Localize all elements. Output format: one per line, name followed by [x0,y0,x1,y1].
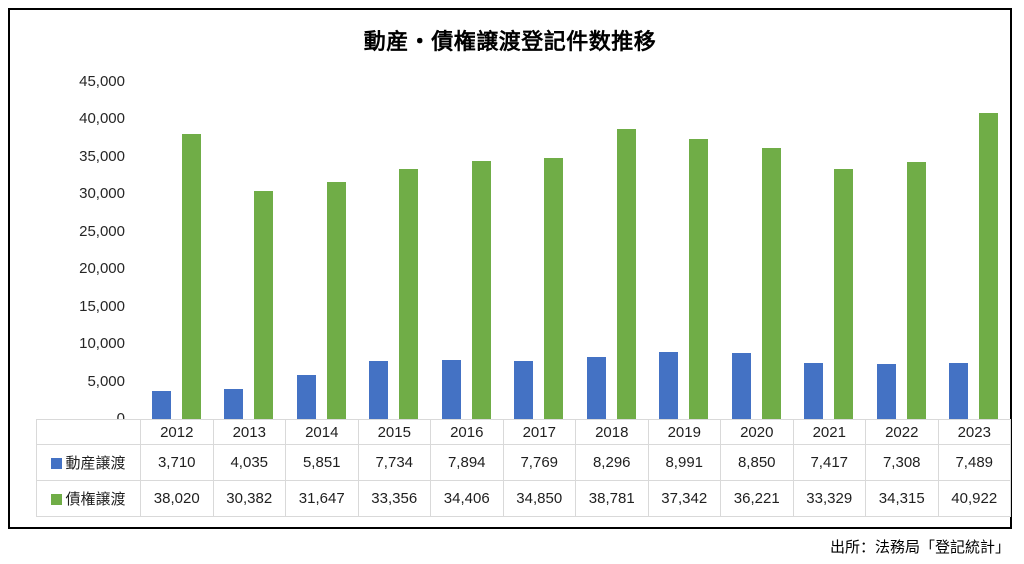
cell-債権譲渡-2019: 37,342 [647,480,721,517]
bar-動産譲渡-2023 [949,362,969,419]
table-row-債権譲渡: 債権譲渡 38,020 30,382 31,647 33,356 34,406 34,850… [36,480,1011,517]
cell-動産譲渡-2022: 7,308 [865,444,939,481]
bar-動産譲渡-2017 [514,360,534,419]
bar-債権譲渡-2019 [689,139,709,419]
row-label-債権譲渡: 債権譲渡 [36,480,141,517]
chart-container: 動産・債権譲渡登記件数推移 45,000 40,000 35,000 30,000 25… [8,8,1012,529]
chart-title: 動産・債権譲渡登記件数推移 [363,29,657,54]
cell-動産譲渡-2014: 5,851 [285,444,359,481]
cell-動産譲渡-2023: 7,489 [937,444,1011,481]
bar-動産譲渡-2013 [224,388,244,419]
data-table: 2012 2013 2014 2015 2016 2017 2018 2019 2020 2021… [36,419,1011,517]
bar-動産譲渡-2019 [659,351,679,419]
year-header-2015: 2015 [357,419,431,445]
y-axis: 45,000 40,000 35,000 30,000 25,000 20,000 15,0… [10,10,125,527]
bar-債権譲渡-2014 [326,182,346,419]
bar-group-2021 [793,82,866,419]
cell-債権譲渡-2012: 38,020 [140,480,214,517]
year-header-2023: 2023 [937,419,1011,445]
cell-動産譲渡-2013: 4,035 [212,444,286,481]
cell-動産譲渡-2021: 7,417 [792,444,866,481]
year-header-2016: 2016 [430,419,504,445]
bar-動産譲渡-2022 [876,364,896,419]
cell-債権譲渡-2020: 36,221 [720,480,794,517]
cell-債権譲渡-2022: 34,315 [865,480,939,517]
bar-債権譲渡-2018 [616,128,636,419]
y-tick-label: 40,000 [79,110,125,128]
cell-動産譲渡-2017: 7,769 [502,444,576,481]
bar-group-2019 [648,82,721,419]
bar-債権譲渡-2017 [544,158,564,419]
bar-group-2020 [720,82,793,419]
cell-債権譲渡-2013: 30,382 [212,480,286,517]
y-tick-label: 5,000 [87,372,125,390]
source-note: 出所：法務局「登記統計」 [829,539,1010,556]
bar-group-2017 [503,82,576,419]
year-header-2020: 2020 [720,419,794,445]
year-header-2018: 2018 [575,419,649,445]
y-tick-label: 35,000 [79,147,125,165]
bar-group-2018 [575,82,648,419]
cell-動産譲渡-2019: 8,991 [647,444,721,481]
y-tick-label: 10,000 [79,335,125,353]
cell-債権譲渡-2021: 33,329 [792,480,866,517]
bar-債権譲渡-2021 [834,169,854,419]
y-tick-label: 30,000 [79,185,125,203]
row-label-動産譲渡: 動産譲渡 [36,444,141,481]
bar-債権譲渡-2012 [181,134,201,419]
bar-動産譲渡-2021 [804,363,824,419]
legend-swatch-blue [51,458,63,469]
plot-area [140,82,1010,419]
bar-group-2016 [430,82,503,419]
bar-動産譲渡-2012 [151,391,171,419]
y-tick-label: 45,000 [79,73,125,90]
year-header-2021: 2021 [792,419,866,445]
year-header-2014: 2014 [285,419,359,445]
cell-債権譲渡-2016: 34,406 [430,480,504,517]
bar-動産譲渡-2014 [296,375,316,419]
bar-group-2015 [358,82,431,419]
year-header-row: 2012 2013 2014 2015 2016 2017 2018 2019 2020 2021… [36,419,1011,445]
cell-動産譲渡-2020: 8,850 [720,444,794,481]
series-name: 債権譲渡 [65,491,126,508]
y-tick-label: 25,000 [79,222,125,240]
bar-債権譲渡-2013 [254,191,274,419]
bar-動産譲渡-2018 [586,356,606,419]
legend-swatch-green [51,494,63,505]
year-header-2019: 2019 [647,419,721,445]
bar-債権譲渡-2022 [906,162,926,419]
cell-債権譲渡-2018: 38,781 [575,480,649,517]
year-header-2013: 2013 [212,419,286,445]
bar-動産譲渡-2020 [731,352,751,419]
table-row-動産譲渡: 動産譲渡 3,710 4,035 5,851 7,734 7,894 7,769 8,296 8… [36,444,1011,481]
bar-group-2013 [213,82,286,419]
cell-動産譲渡-2015: 7,734 [357,444,431,481]
bar-group-2023 [938,82,1011,419]
bar-動産譲渡-2015 [369,361,389,419]
year-header-2022: 2022 [865,419,939,445]
cell-債権譲渡-2015: 33,356 [357,480,431,517]
cell-債権譲渡-2017: 34,850 [502,480,576,517]
series-name: 動産譲渡 [65,455,126,472]
bar-group-2012 [140,82,213,419]
bar-group-2014 [285,82,358,419]
table-corner-cell [36,419,141,445]
y-tick-label: 20,000 [79,260,125,278]
bar-動産譲渡-2016 [441,359,461,419]
bar-債権譲渡-2015 [399,169,419,419]
bar-債権譲渡-2016 [471,161,491,419]
bar-債権譲渡-2020 [761,147,781,419]
cell-債権譲渡-2014: 31,647 [285,480,359,517]
bar-債権譲渡-2023 [979,112,999,419]
year-header-2012: 2012 [140,419,214,445]
cell-債権譲渡-2023: 40,922 [937,480,1011,517]
cell-動産譲渡-2018: 8,296 [575,444,649,481]
bar-group-2022 [865,82,938,419]
y-tick-label: 0 [10,410,125,428]
y-tick-label: 15,000 [79,297,125,315]
year-header-2017: 2017 [502,419,576,445]
cell-動産譲渡-2012: 3,710 [140,444,214,481]
cell-動産譲渡-2016: 7,894 [430,444,504,481]
